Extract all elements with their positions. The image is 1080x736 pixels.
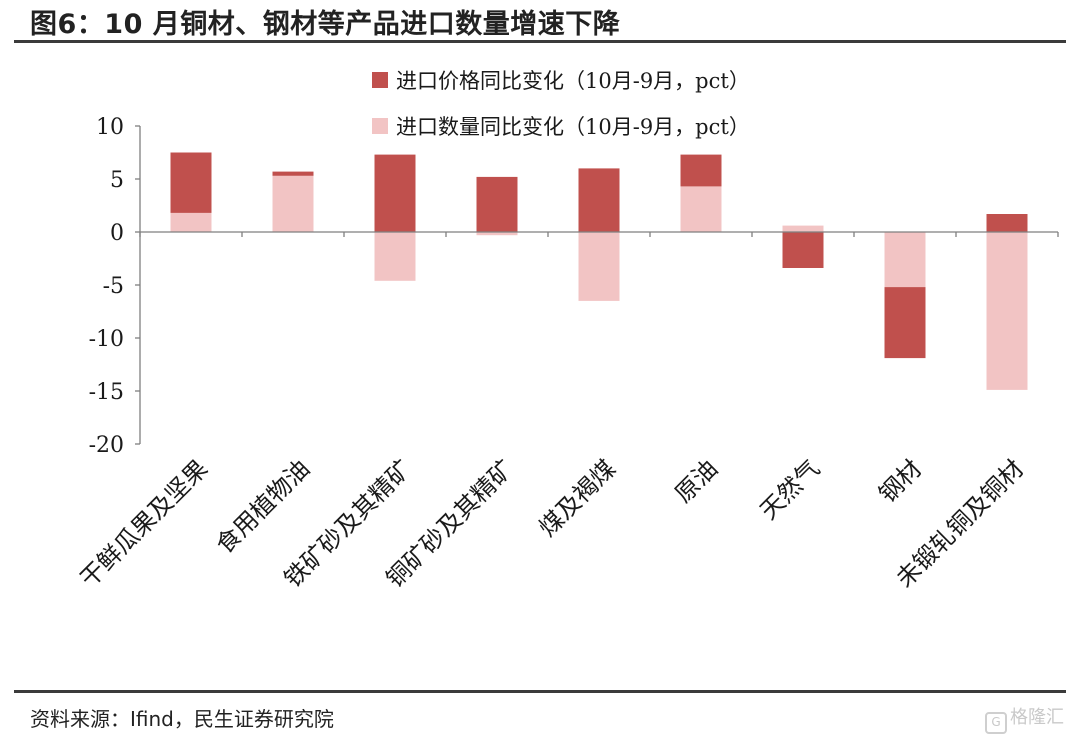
x-category-label: 原油 [670,454,724,508]
legend: 进口价格同比变化（10月-9月，pct） 进口数量同比变化（10月-9月，pct… [372,69,750,139]
bar-quantity-7 [884,232,926,288]
bar-price-6 [782,232,824,268]
bar-price-0 [170,152,212,213]
bar-quantity-0 [170,212,212,232]
bar-quantity-5 [680,186,722,232]
y-tick-label: 0 [110,221,124,246]
bars-layer [170,152,1028,390]
bar-quantity-4 [578,232,620,301]
watermark: G 格隆汇 [985,703,1064,734]
bar-quantity-8 [986,232,1028,390]
stacked-bar-chart: 进口价格同比变化（10月-9月，pct） 进口数量同比变化（10月-9月，pct… [75,69,1059,593]
bar-price-8 [986,214,1028,232]
bar-price-7 [884,287,926,359]
legend-swatch-price [372,72,388,88]
y-tick-label: -15 [89,380,124,405]
axes-layer [135,125,1059,445]
y-tick-label: -20 [89,433,124,458]
watermark-logo-icon: G [985,712,1007,734]
bar-quantity-1 [272,175,314,232]
bar-price-4 [578,168,620,232]
x-category-label: 天然气 [755,454,826,525]
bar-quantity-6 [782,225,824,232]
y-tick-label: 10 [96,115,124,140]
x-category-label: 干鲜瓜果及坚果 [75,454,214,593]
watermark-text: 格隆汇 [1010,707,1064,728]
bar-quantity-2 [374,232,416,281]
y-tick-label: -5 [103,274,124,299]
title-divider [14,40,1066,43]
bar-price-3 [476,176,518,232]
bar-quantity-3 [476,232,518,236]
bar-price-5 [680,154,722,187]
x-category-label: 食用植物油 [211,454,316,559]
bar-price-1 [272,171,314,176]
y-tick-label: 5 [110,168,124,193]
y-tick-label: -10 [89,327,124,352]
source-note: 资料来源：Ifind，民生证券研究院 [30,707,334,731]
x-category-label: 钢材 [874,454,928,508]
footer-divider [14,690,1066,693]
legend-swatch-quantity [372,118,388,134]
x-category-label: 煤及褐煤 [534,454,622,542]
bar-price-2 [374,154,416,232]
y-tick-labels: 10 5 0 -5 -10 -15 -20 [89,115,124,458]
chart-title: 图6：10 月铜材、钢材等产品进口数量增速下降 [30,9,621,40]
legend-label-quantity: 进口数量同比变化（10月-9月，pct） [396,115,750,139]
legend-label-price: 进口价格同比变化（10月-9月，pct） [396,69,750,93]
